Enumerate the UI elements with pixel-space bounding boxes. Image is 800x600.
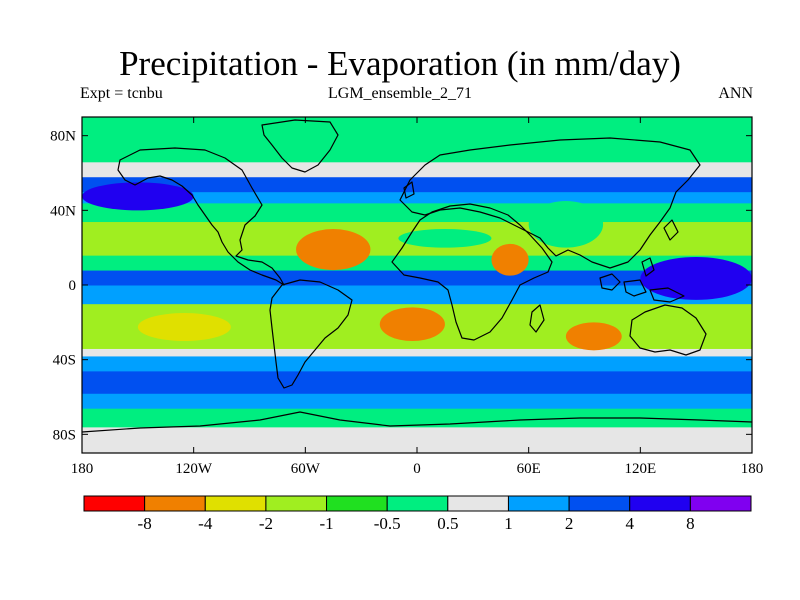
zonal-band-2 [82,393,752,409]
colorbar-box [386,495,449,512]
y-tick-label: 80N [50,129,76,145]
colorbar-box [265,495,328,512]
coastlines [82,119,752,433]
zonal-band-11 [82,202,752,223]
coastline-africa-eurasia [391,203,553,341]
colorbar-label: -4 [198,514,213,533]
zonal-band-4 [82,355,752,372]
coastline-madagascar [529,304,545,333]
colorbar-label: -1 [319,514,333,533]
region-0 [296,229,371,271]
chart-title: Precipitation - Evaporation (in mm/day) [119,44,681,83]
colorbar-label: 2 [565,514,574,533]
colorbar-label: 4 [625,514,634,533]
colorbar-label: -0.5 [374,514,401,533]
season-label: ANN [718,85,753,102]
coastline-north-america [117,147,285,286]
region-2 [565,322,622,351]
colorbar-box [204,495,267,512]
y-axis: 80N 40N 0 40S 80S [50,129,752,443]
y-tick-label: 40S [53,353,76,369]
coastline-greenland [261,119,339,173]
zonal-band-5 [82,348,752,357]
x-tick-label: 60W [291,461,321,477]
x-tick-label: 180 [71,461,94,477]
region-5 [640,257,752,300]
zonal-band-7 [82,285,752,305]
region-1 [379,307,445,342]
x-tick-label: 0 [413,461,421,477]
zonal-band-9 [82,255,752,271]
colorbar-box [689,495,752,512]
coastline-eurasia-north [399,137,701,269]
experiment-label: Expt = tcnbu [80,85,163,102]
colorbar-label: 0.5 [437,514,458,533]
colorbar-box [83,495,146,512]
colorbar-box [144,495,206,512]
colorbar-box [507,495,570,512]
colorbar-label: 1 [504,514,513,533]
y-tick-label: 0 [69,278,77,294]
region-6 [82,182,194,211]
coastline-maritime-continent [599,257,685,303]
zonal-band-3 [82,370,752,394]
x-axis: 180 120W 60W 0 60E 120E 180 [71,117,764,477]
colorbar-label: 8 [686,514,695,533]
region-8 [398,229,492,248]
colorbar-box [629,495,691,512]
coastline-uk-japan [403,181,679,241]
zonal-band-14 [82,161,752,178]
zonal-band-13 [82,176,752,193]
zonal-band-1 [82,408,752,428]
x-tick-label: 120E [624,461,656,477]
run-label: LGM_ensemble_2_71 [328,85,472,102]
colorbar: -8 -4 -2 -1 -0.5 0.5 1 2 4 8 [83,495,752,533]
x-tick-label: 120W [175,461,213,477]
zonal-band-12 [82,191,752,204]
zonal-band-15 [82,117,752,163]
colorbar-box [447,495,509,512]
y-tick-label: 80S [53,427,76,443]
region-3 [491,243,529,276]
colorbar-box [568,495,631,512]
colorbar-label: -8 [138,514,152,533]
colorbar-box [326,495,388,512]
x-tick-label: 60E [517,461,541,477]
region-7 [528,201,604,248]
map-field [82,117,752,453]
y-tick-label: 40N [50,203,76,219]
colorbar-label: -2 [259,514,273,533]
coastline-south-america [269,279,353,389]
coastline-antarctica [82,411,752,433]
x-tick-label: 180 [741,461,764,477]
coastline-australia [629,304,707,356]
region-4 [137,313,231,341]
